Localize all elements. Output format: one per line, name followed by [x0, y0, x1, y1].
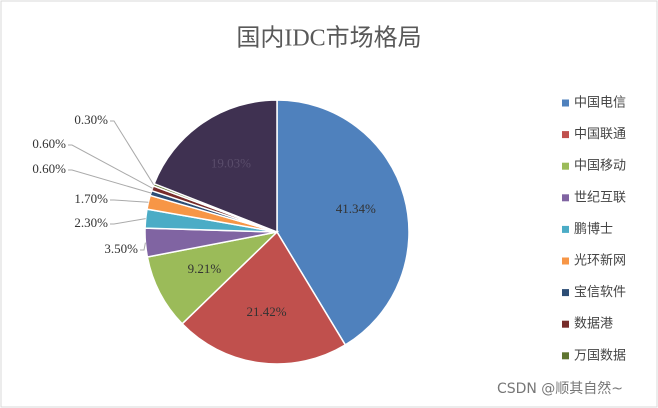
data-label: 2.30%: [74, 215, 108, 230]
leader-line: [110, 120, 155, 186]
data-label: 41.34%: [336, 201, 376, 216]
legend-label: 鹏博士: [574, 222, 613, 237]
legend-label: 世纪互联: [574, 190, 626, 205]
data-label: 0.30%: [74, 112, 108, 127]
legend-swatch: [562, 99, 569, 107]
legend-swatch: [562, 131, 569, 139]
data-label: 19.03%: [211, 155, 251, 170]
legend-swatch: [562, 162, 569, 170]
data-label: 1.70%: [74, 191, 108, 206]
watermark: CSDN @顺其自然~: [497, 380, 623, 397]
legend-label: 数据港: [574, 317, 613, 332]
legend-label: 万国数据: [574, 348, 626, 363]
data-label: 9.21%: [188, 261, 222, 276]
legend-swatch: [562, 225, 569, 233]
leader-line: [68, 169, 152, 194]
legend-label: 中国移动: [574, 159, 626, 174]
leader-line: [110, 218, 146, 225]
data-label: 0.60%: [32, 161, 66, 176]
legend-swatch: [562, 320, 569, 328]
leader-line: [68, 144, 153, 189]
legend-swatch: [562, 289, 569, 297]
legend-swatch: [562, 194, 569, 202]
legend-swatch: [562, 352, 569, 360]
data-label: 21.42%: [246, 304, 286, 319]
leader-line: [140, 242, 146, 251]
legend-label: 中国联通: [574, 127, 626, 142]
legend-label: 宝信软件: [574, 285, 626, 300]
pie-slice: [181, 230, 347, 365]
pie-slice: [153, 99, 278, 234]
data-label: 3.50%: [104, 241, 138, 256]
legend-label: 中国电信: [574, 96, 626, 111]
legend-label: 光环新网: [574, 253, 626, 269]
data-label: 0.60%: [32, 136, 66, 151]
pie-slice: [276, 99, 410, 346]
leader-line: [110, 199, 149, 203]
legend-swatch: [562, 257, 569, 265]
chart-title: 国内IDC市场格局: [236, 25, 421, 52]
